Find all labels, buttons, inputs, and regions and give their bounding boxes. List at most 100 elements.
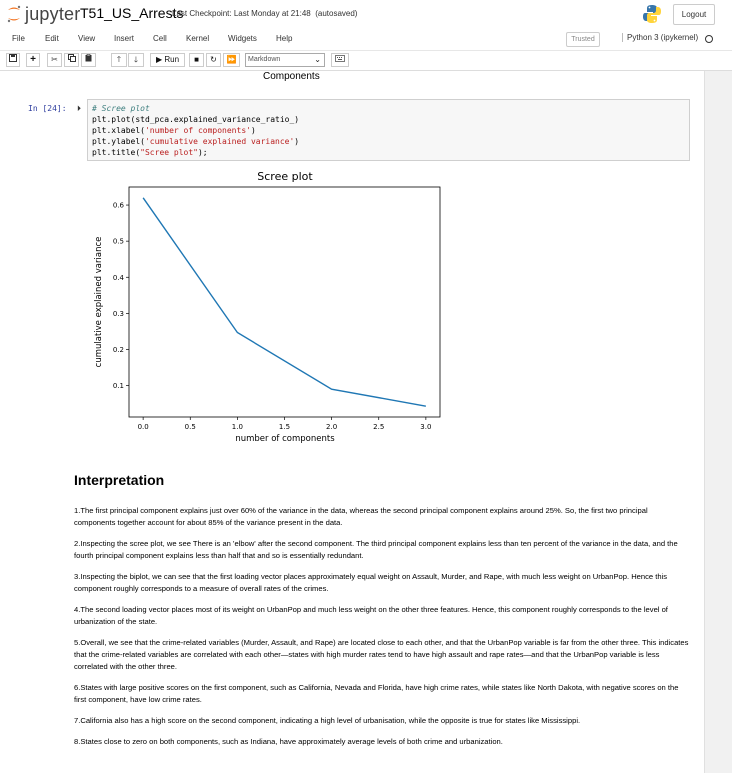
code-token: 'cumulative explained variance' (144, 137, 295, 146)
restart-run-all-button[interactable]: ⏩ (223, 53, 240, 67)
run-label: Run (164, 55, 180, 64)
menu-view[interactable]: View (78, 34, 96, 43)
markdown-paragraph: 4.The second loading vector places most … (74, 605, 668, 626)
keyboard-icon (335, 55, 345, 62)
kernel-name[interactable]: Python 3 (ipykernel) (622, 33, 698, 42)
markdown-paragraph: 7.California also has a high score on th… (74, 716, 581, 725)
y-tick-label: 0.3 (113, 310, 124, 318)
logout-button[interactable]: Logout (673, 4, 715, 25)
y-axis-ticks: 0.1 0.2 0.3 0.4 0.5 0.6 (113, 202, 129, 390)
jupyter-logo-icon (7, 5, 21, 23)
markdown-paragraph: 8.States close to zero on both component… (74, 737, 503, 746)
code-token: plt.ylabel( (92, 137, 145, 146)
run-button[interactable]: ▶ Run (150, 53, 185, 67)
x-axis-ticks: 0.0 0.5 1.0 1.5 2.0 2.5 3.0 (138, 417, 431, 431)
markdown-body: 1.The first principal component explains… (74, 505, 689, 757)
restart-kernel-button[interactable]: ↻ (206, 53, 221, 67)
code-line: plt.title("Scree plot"); (92, 147, 685, 158)
markdown-paragraph: 3.Inspecting the biplot, we can see that… (74, 572, 668, 593)
menu-edit[interactable]: Edit (45, 34, 59, 43)
scissors-icon: ✂ (51, 55, 58, 64)
code-line: plt.ylabel('cumulative explained varianc… (92, 136, 685, 147)
code-token: ) (250, 126, 256, 135)
interrupt-kernel-button[interactable]: ■ (189, 53, 204, 67)
copy-icon (67, 54, 76, 62)
y-tick-label: 0.2 (113, 346, 124, 354)
code-token: plt.xlabel( (92, 126, 145, 135)
code-token: ) (294, 137, 300, 146)
menu-cell[interactable]: Cell (153, 34, 167, 43)
run-cell-icon[interactable]: ⏵ (77, 104, 81, 113)
stop-icon: ■ (194, 55, 199, 64)
page-scrollbar[interactable] (704, 71, 732, 773)
scree-plot-chart: Scree plot 0.0 0.5 1.0 1.5 2.0 2.5 3.0 0.10.20… (94, 170, 441, 444)
move-up-button[interactable]: 🡑 (111, 53, 127, 67)
menu-insert[interactable]: Insert (114, 34, 135, 43)
cut-button[interactable]: ✂ (47, 53, 62, 67)
trusted-badge[interactable]: Trusted (566, 32, 600, 47)
markdown-paragraph: 6.States with large positive scores on t… (74, 683, 679, 704)
series-line (142, 197, 426, 407)
y-tick-label: 0.5 (113, 238, 124, 246)
menu-help[interactable]: Help (276, 34, 293, 43)
x-tick-label: 1.0 (232, 423, 243, 431)
code-line: plt.plot(std_pca.explained_variance_rati… (92, 114, 685, 125)
x-axis-label: number of components (235, 434, 335, 444)
x-tick-label: 1.5 (279, 423, 290, 431)
code-token: 'number of components' (144, 126, 251, 135)
markdown-heading: Interpretation (74, 472, 165, 488)
fast-forward-icon: ⏩ (226, 55, 237, 64)
code-token: # Scree plot (92, 104, 150, 113)
y-tick-label: 0.6 (113, 202, 125, 210)
code-token: plt.plot(std_pca.explained_variance_rati… (92, 115, 300, 124)
copy-button[interactable] (64, 53, 79, 67)
code-cell-editor[interactable]: # Scree plot plt.plot(std_pca.explained_v… (87, 99, 690, 161)
checkpoint-status: Last Checkpoint: Last Monday at 21:48 (a… (172, 9, 357, 18)
previous-cell-output-label: Components (263, 71, 320, 82)
cell-type-value: Markdown (248, 56, 281, 63)
x-tick-label: 2.5 (373, 423, 384, 431)
code-line: plt.xlabel('number of components') (92, 125, 685, 136)
x-tick-label: 2.0 (326, 423, 337, 431)
cell-input-prompt: In [24]: (28, 104, 67, 113)
toolbar: + ✂ 🡑 🡓 ▶ Run ■ ↻ ⏩ Markdown ⌄ (0, 51, 732, 71)
kernel-idle-indicator-icon (705, 35, 713, 43)
notebook-name[interactable]: T51_US_Arrests (80, 5, 184, 21)
markdown-paragraph: 1.The first principal component explains… (74, 506, 648, 527)
jupyter-logo[interactable]: jupyter (6, 3, 80, 25)
save-button[interactable] (6, 53, 20, 67)
code-line: # Scree plot (92, 103, 685, 114)
command-palette-button[interactable] (331, 53, 349, 67)
code-token: plt.title( (92, 148, 141, 157)
cell-type-select[interactable]: Markdown ⌄ (245, 53, 325, 67)
autosaved-text: (autosaved) (315, 9, 358, 18)
markdown-paragraph: 2.Inspecting the scree plot, we see Ther… (74, 539, 678, 560)
menu-kernel[interactable]: Kernel (186, 34, 210, 43)
python-logo-icon (643, 5, 661, 23)
arrow-up-icon: 🡑 (116, 55, 122, 64)
markdown-paragraph: 5.Overall, we see that the crime-related… (74, 638, 689, 671)
plot-area-frame (128, 186, 441, 418)
x-tick-label: 3.0 (420, 423, 431, 431)
move-down-button[interactable]: 🡓 (128, 53, 144, 67)
menubar: File Edit View Insert Cell Kernel Widget… (0, 29, 732, 51)
y-tick-label: 0.4 (113, 274, 125, 282)
chart-title: Scree plot (257, 170, 313, 183)
x-tick-label: 0.0 (138, 423, 149, 431)
arrow-down-icon: 🡓 (133, 55, 139, 64)
menu-file[interactable]: File (12, 34, 25, 43)
y-tick-label: 0.1 (113, 382, 124, 390)
x-tick-label: 0.5 (185, 423, 196, 431)
y-axis-label: cumulative explained variance (94, 237, 104, 368)
menu-widgets[interactable]: Widgets (228, 34, 257, 43)
insert-cell-button[interactable]: + (26, 53, 40, 67)
paste-button[interactable] (81, 53, 96, 67)
checkpoint-text: Last Checkpoint: Last Monday at 21:48 (172, 9, 311, 18)
restart-icon: ↻ (210, 55, 217, 64)
jupyter-logo-text: jupyter (25, 3, 81, 24)
paste-icon (85, 54, 91, 62)
run-icon: ▶ (155, 55, 163, 64)
code-token: ); (197, 148, 208, 157)
save-icon (9, 54, 17, 62)
chevron-down-icon: ⌄ (314, 55, 321, 64)
